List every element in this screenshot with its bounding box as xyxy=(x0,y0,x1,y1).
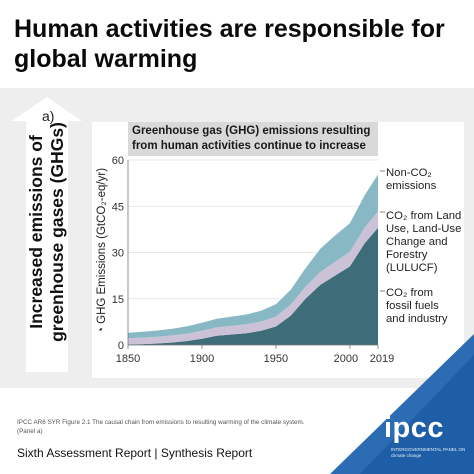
chart-title: Greenhouse gas (GHG) emissions resulting… xyxy=(132,125,371,152)
report-footer: Sixth Assessment Report | Synthesis Repo… xyxy=(17,446,253,460)
y-tick-label: 0 xyxy=(118,340,124,352)
x-tick-label: 1850 xyxy=(116,353,140,365)
x-tick-label: 1950 xyxy=(264,353,288,365)
chart-title-bar xyxy=(128,122,378,156)
page-headline: Human activities are responsible for glo… xyxy=(14,15,445,73)
y-tick-label: 60 xyxy=(112,155,124,167)
area-series-0 xyxy=(128,227,378,345)
y-tick-label: 45 xyxy=(112,201,124,213)
x-tick-label: 1900 xyxy=(190,353,214,365)
ipcc-logo: ipcc xyxy=(384,412,445,444)
up-arrow-icon xyxy=(12,97,82,372)
figure-caption: IPCC AR6 SYR Figure 2.1 The causal chain… xyxy=(17,419,305,435)
panel-tag: a) xyxy=(42,108,55,124)
x-tick-label: 2019 xyxy=(370,353,394,365)
area-series-2 xyxy=(128,174,378,339)
y-tick-label: 30 xyxy=(112,248,124,260)
ipcc-logo-subtitle: INTERGOVERNMENTAL PANEL ON climate chang… xyxy=(391,447,466,458)
y-tick-label: 15 xyxy=(112,294,124,306)
series-label-2: CO₂ from fossil fuels and industry xyxy=(386,287,448,325)
series-label-0: Non-CO₂ emissions xyxy=(386,167,437,192)
series-label-1: CO₂ from Land Use, Land-Use Change and Fore… xyxy=(386,210,461,274)
area-series-1 xyxy=(128,211,378,345)
x-tick-label: 2000 xyxy=(334,353,358,365)
